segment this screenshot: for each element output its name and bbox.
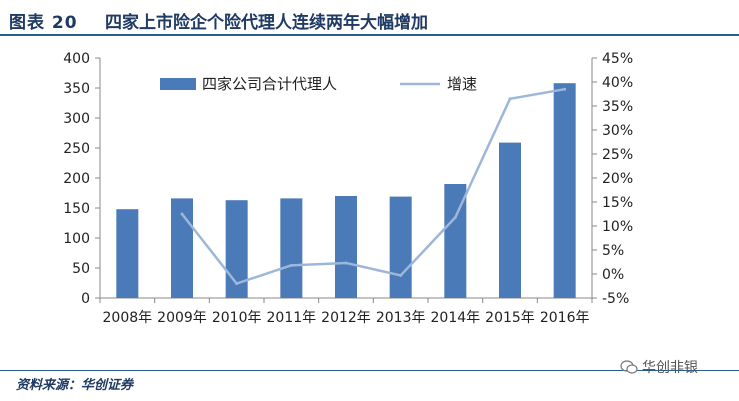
x-tick-label: 2015年 (485, 310, 535, 326)
left-tick-label: 250 (63, 141, 90, 157)
line-point (289, 263, 293, 267)
combo-chart: 0 50 100 150 200 250 300 350 400 -5% 0% 5% 10% 15% 20… (63, 51, 633, 326)
left-tick-label: 100 (63, 231, 90, 247)
line-point (399, 273, 403, 277)
left-tick-label: 200 (63, 171, 90, 187)
bar (335, 196, 357, 298)
bar-series (116, 83, 576, 298)
line-point (235, 282, 239, 286)
bar (389, 196, 412, 298)
bar (280, 198, 303, 298)
chart-legend: 四家公司合计代理人 增速 (160, 75, 477, 93)
bar (553, 83, 576, 298)
bar (171, 198, 193, 298)
bar (444, 184, 467, 298)
line-series (180, 87, 567, 286)
right-axis: -5% 0% 5% 10% 15% 20% 25% 30% 35% 40% 45% (591, 51, 633, 307)
line-point (563, 87, 567, 91)
right-tick-label: 45% (602, 51, 633, 67)
chat-bubble-icon (620, 360, 638, 374)
x-axis: 2008年 2009年 2010年 2011年 2012年 2013年 2014年 2015年… (99, 297, 593, 326)
x-tick-label: 2009年 (157, 310, 207, 326)
right-tick-label: 35% (602, 99, 633, 115)
x-tick-label: 2010年 (212, 310, 262, 326)
left-tick-label: 300 (63, 111, 90, 127)
right-tick-label: 40% (602, 75, 633, 91)
bar (116, 209, 139, 298)
line-point (344, 261, 348, 265)
watermark: 华创非银 (620, 356, 698, 378)
legend-bar-label: 四家公司合计代理人 (202, 75, 337, 93)
left-tick-label: 150 (63, 201, 90, 217)
x-tick-label: 2014年 (431, 310, 481, 326)
footer-rule (0, 370, 739, 371)
x-tick-label: 2012年 (321, 310, 371, 326)
bar (499, 142, 521, 298)
line-point (453, 215, 457, 219)
right-tick-label: 20% (602, 171, 633, 187)
right-tick-label: 10% (602, 219, 633, 235)
left-tick-label: 0 (81, 291, 90, 307)
figure-label: 图表 20 (9, 13, 78, 33)
figure-header: 图表 20 四家上市险企个险代理人连续两年大幅增加 (0, 0, 739, 40)
line-point (508, 97, 512, 101)
right-tick-label: 0% (602, 267, 624, 283)
left-axis: 0 50 100 150 200 250 300 350 400 (63, 51, 101, 307)
right-tick-label: 15% (602, 195, 633, 211)
line-point (180, 212, 184, 216)
x-tick-label: 2011年 (267, 310, 317, 326)
watermark-text: 华创非银 (642, 360, 698, 376)
bar (225, 200, 248, 298)
x-tick-label: 2016年 (540, 310, 590, 326)
x-tick-label: 2013年 (376, 310, 426, 326)
legend-bar-swatch (160, 78, 196, 90)
right-tick-label: 5% (602, 243, 624, 259)
header-rule (0, 34, 739, 36)
figure-title: 四家上市险企个险代理人连续两年大幅增加 (105, 13, 428, 33)
right-tick-label: -5% (602, 291, 629, 307)
left-tick-label: 50 (72, 261, 90, 277)
growth-line (181, 87, 565, 285)
right-tick-label: 25% (602, 147, 633, 163)
source-note: 资料来源：华创证券 (16, 378, 134, 393)
right-tick-label: 30% (602, 123, 633, 139)
left-tick-label: 400 (63, 51, 90, 67)
left-tick-label: 350 (63, 81, 90, 97)
legend-line-label: 增速 (447, 75, 477, 93)
x-tick-label: 2008年 (103, 310, 153, 326)
